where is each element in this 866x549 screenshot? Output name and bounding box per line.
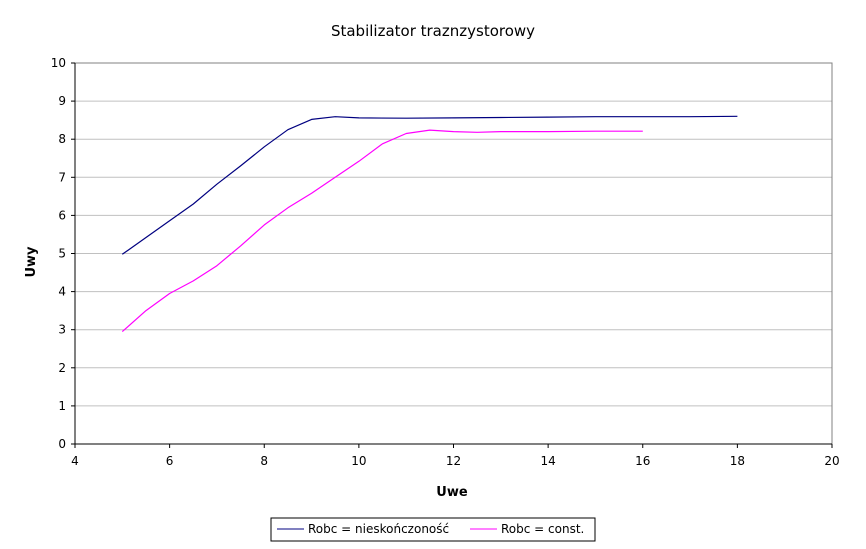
series-lines	[121, 115, 738, 333]
y-tick-label: 0	[58, 437, 66, 451]
y-tick-label: 3	[58, 323, 66, 337]
legend: Robc = nieskończoność Robc = const.	[270, 517, 596, 542]
series-line-2	[121, 129, 643, 333]
gridlines	[75, 62, 832, 407]
chart-title: Stabilizator traznzystorowy	[331, 22, 535, 40]
y-tick-label: 5	[58, 247, 66, 261]
y-tick-label: 9	[58, 94, 66, 108]
y-tick-label: 8	[58, 132, 66, 146]
x-tick-label: 10	[351, 454, 366, 468]
x-tick-label: 12	[446, 454, 461, 468]
y-tick-label: 4	[58, 285, 66, 299]
y-tick-label: 7	[58, 170, 66, 184]
y-axis-title: Uwy	[24, 246, 39, 278]
legend-label-series-1: Robc = nieskończoność	[308, 522, 449, 536]
x-tick-label: 14	[540, 454, 555, 468]
x-tick-label: 6	[166, 454, 174, 468]
x-tick-label: 20	[824, 454, 839, 468]
axes	[71, 62, 833, 448]
x-tick-label: 16	[635, 454, 650, 468]
y-tick-label: 2	[58, 361, 66, 375]
x-tick-label: 4	[71, 454, 79, 468]
legend-box	[270, 517, 596, 542]
x-tick-label: 8	[260, 454, 268, 468]
series-line-1	[121, 115, 738, 255]
legend-label-series-2: Robc = const.	[501, 522, 584, 536]
y-tick-label: 6	[58, 208, 66, 222]
x-tick-label: 18	[730, 454, 745, 468]
y-tick-label: 1	[58, 399, 66, 413]
x-axis-title: Uwe	[436, 485, 468, 500]
y-tick-label: 10	[51, 56, 66, 70]
